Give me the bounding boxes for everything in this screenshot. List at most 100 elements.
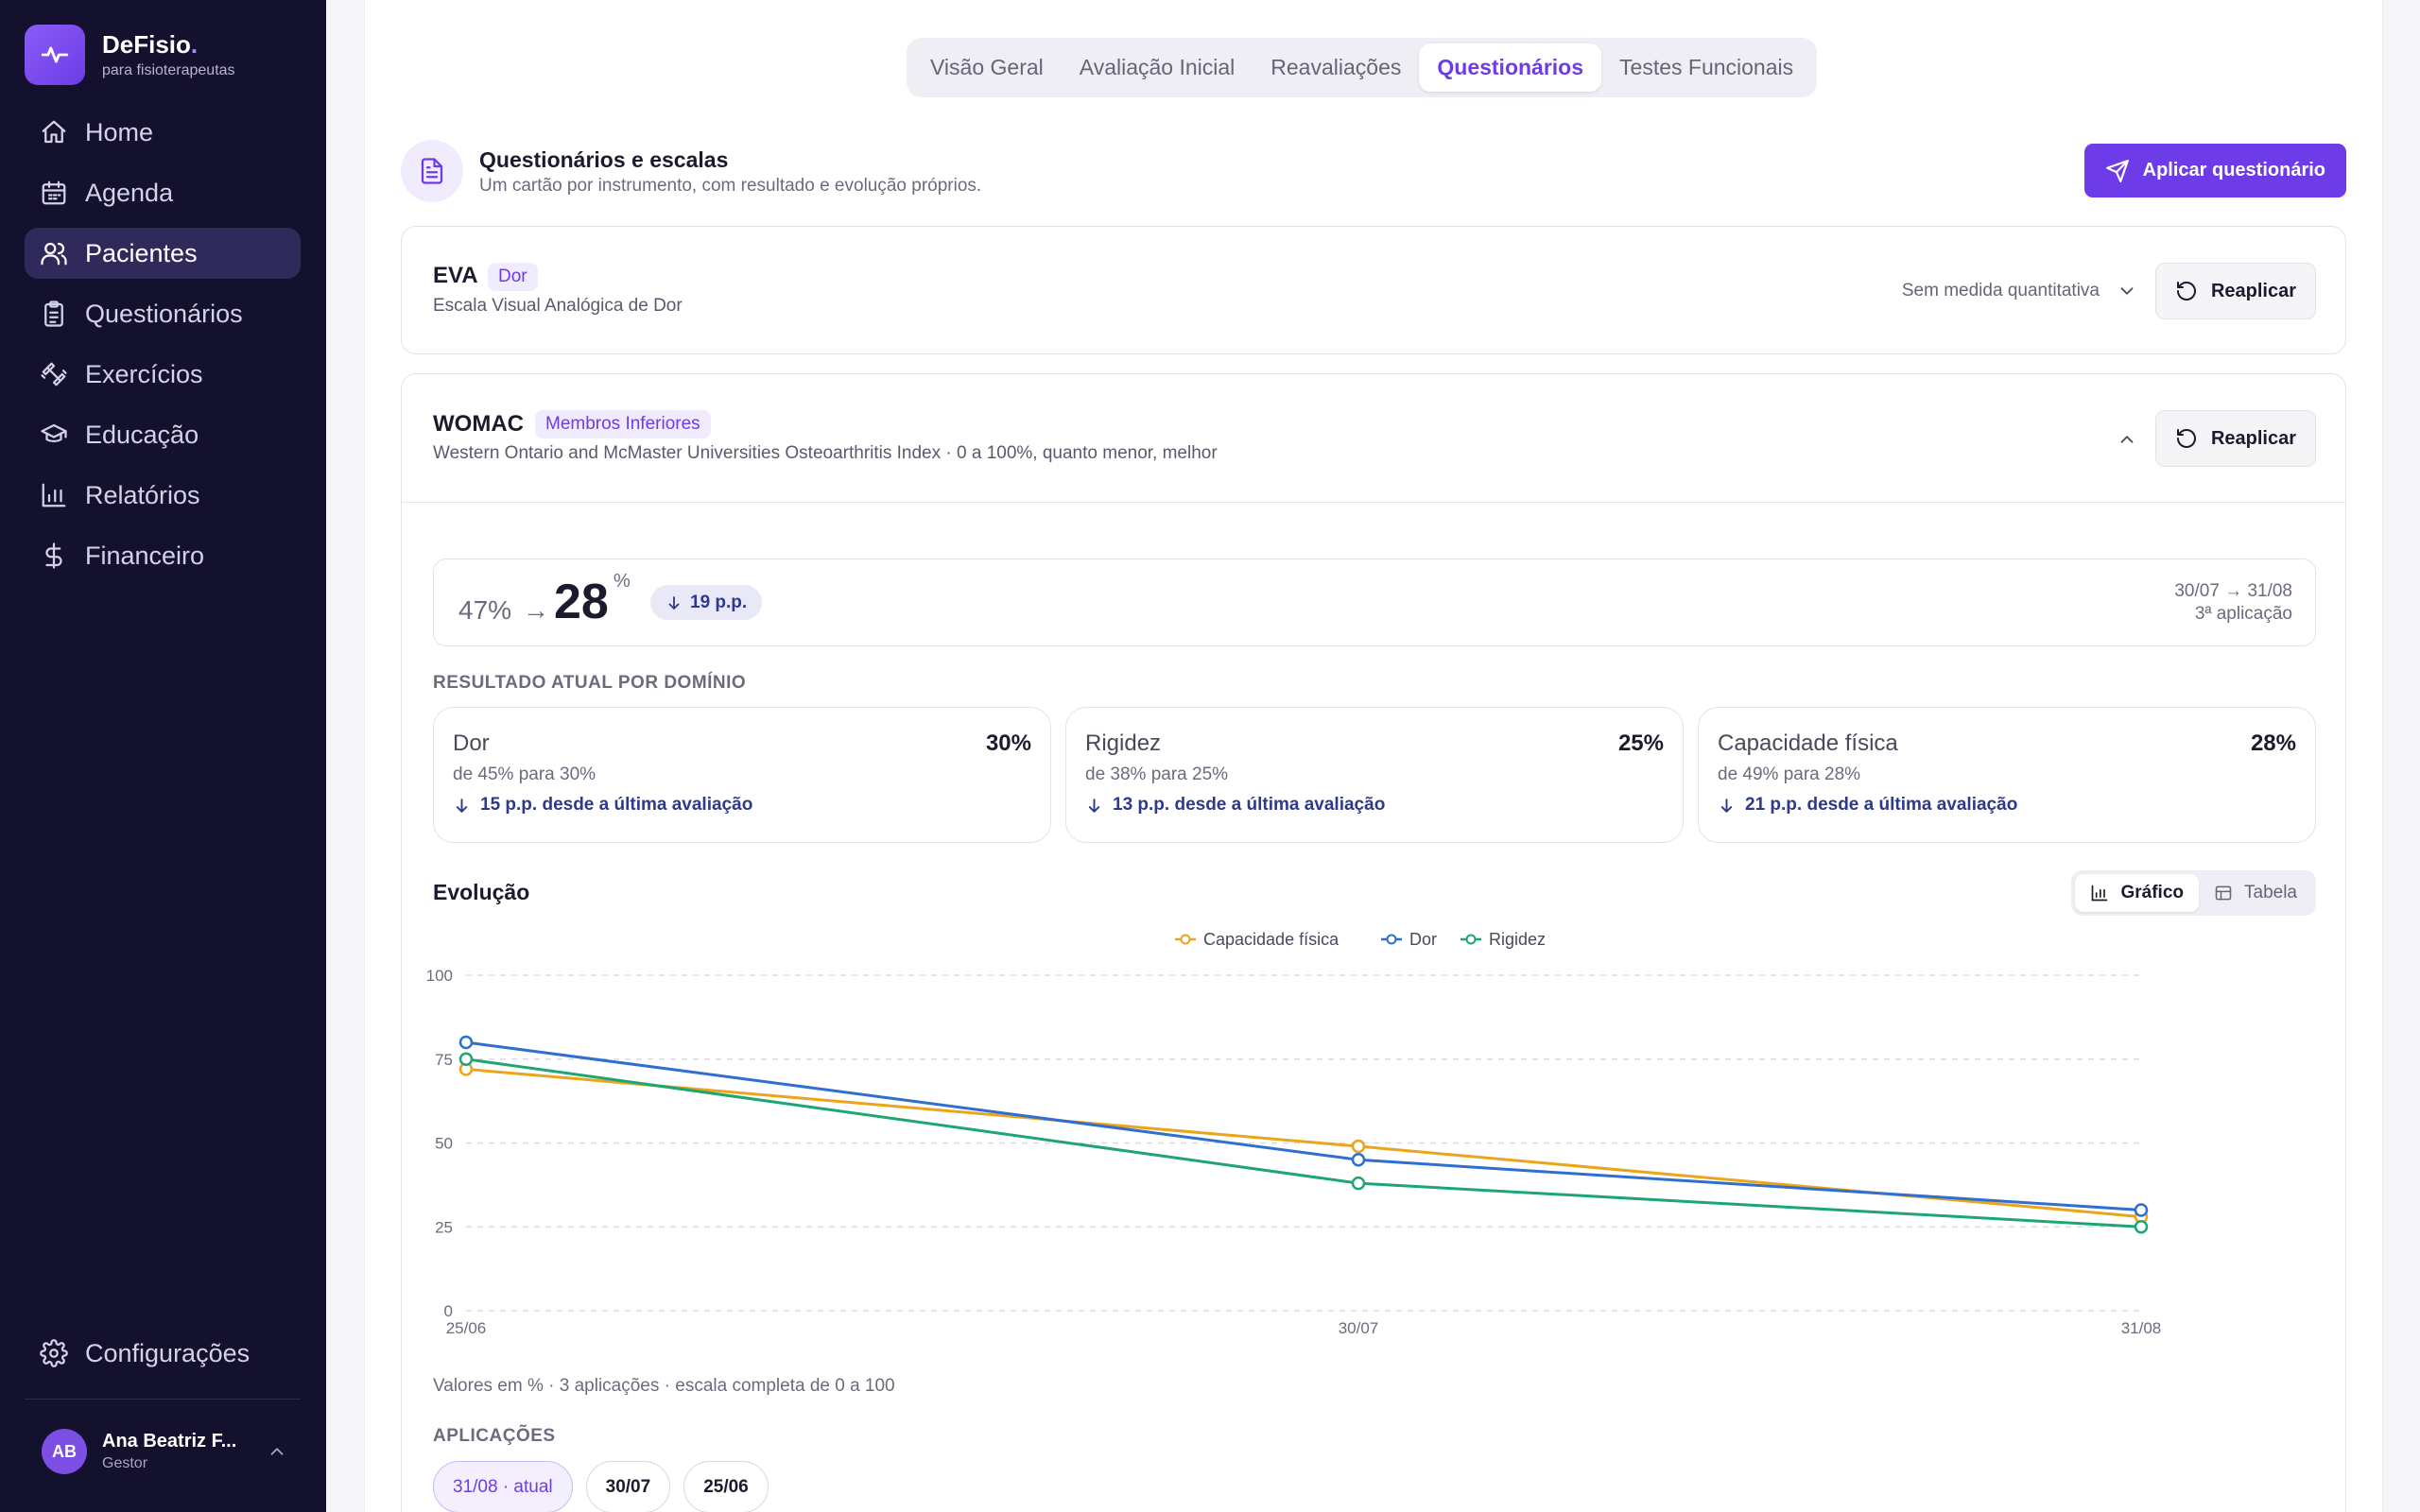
sidebar-item-configuracoes[interactable]: Configurações (25, 1328, 301, 1379)
tab-testes-funcionais[interactable]: Testes Funcionais (1619, 55, 1794, 79)
brand[interactable]: DeFisio. para fisioterapeutas (25, 25, 235, 85)
sidebar-item-agenda[interactable]: Agenda (25, 167, 301, 218)
legend-marker (1386, 934, 1397, 945)
series-line (465, 1040, 2142, 1211)
eva-card: EVA Dor Escala Visual Analógica de Dor S… (401, 226, 2346, 354)
view-chart-label: Gráfico (2120, 883, 2184, 902)
view-toggle: Gráfico Tabela (2071, 870, 2316, 916)
score-summary: 47% → 28 % 19 p.p. 30/07 → 31/08 3ª apli… (433, 558, 2316, 646)
womac-name: WOMAC (433, 411, 524, 437)
domains-label: RESULTADO ATUAL POR DOMÍNIO (433, 673, 747, 693)
womac-card: WOMAC Membros Inferiores Western Ontario… (401, 373, 2346, 1512)
domain-change: de 45% para 30% (453, 765, 596, 784)
section-subtitle: Um cartão por instrumento, com resultado… (479, 176, 982, 196)
patient-tabs: Visão Geral Avaliação Inicial Reavaliações… (907, 38, 1818, 97)
domain-delta: 13 p.p. desde a última avaliação (1085, 795, 1385, 816)
score-current: 28 (554, 575, 609, 629)
domain-value: 28% (2250, 730, 2296, 756)
eva-name: EVA (433, 263, 478, 288)
tab-avaliacao-inicial[interactable]: Avaliação Inicial (1079, 55, 1236, 79)
womac-reapply-button[interactable]: Reaplicar (2154, 410, 2316, 467)
sidebar-item-pacientes[interactable]: Pacientes (25, 228, 301, 279)
chart-note: Valores em % · 3 aplicações · escala com… (433, 1376, 895, 1396)
data-point (1351, 1139, 1366, 1154)
section-header: Questionários e escalas Um cartão por in… (401, 140, 2346, 202)
score-date-range: 30/07 → 31/08 (2174, 581, 2292, 601)
sidebar-item-financeiro[interactable]: Financeiro (25, 530, 301, 581)
domain-name: Dor (453, 730, 490, 756)
section-title: Questionários e escalas (479, 147, 729, 172)
tab-reavaliacoes[interactable]: Reavaliações (1270, 55, 1402, 79)
view-table-button[interactable]: Tabela (2199, 874, 2312, 912)
sidebar-item-label: Agenda (85, 178, 174, 207)
user-name: Ana Beatriz F... (102, 1431, 237, 1452)
domain-value: 30% (985, 730, 1031, 756)
tab-visao-geral[interactable]: Visão Geral (930, 55, 1044, 79)
arrow-down-icon (1088, 798, 1100, 813)
users-icon (41, 242, 67, 266)
domain-change: de 49% para 28% (1718, 765, 1861, 784)
sidebar-item-questionarios[interactable]: Questionários (25, 288, 301, 339)
arrow-down-icon (1720, 798, 1733, 813)
sidebar-item-exercicios[interactable]: Exercícios (25, 349, 301, 400)
sidebar-item-label: Financeiro (85, 541, 205, 570)
domain-delta-label: 21 p.p. desde a última avaliação (1745, 795, 2018, 815)
rotate-ccw-icon (2176, 282, 2196, 301)
data-point (2134, 1203, 2149, 1217)
domain-card: Dor 30% de 45% para 30% 15 p.p. desde a últ… (433, 707, 1051, 843)
view-chart-button[interactable]: Gráfico (2075, 874, 2199, 912)
collapse-chevron-up-icon[interactable] (2117, 429, 2137, 450)
womac-tag: Membros Inferiores (535, 410, 711, 438)
bar-chart-icon (42, 483, 66, 507)
dollar-icon (45, 542, 62, 569)
score-from: 47% (458, 595, 512, 625)
application-pill[interactable]: 25/06 (683, 1461, 769, 1512)
sidebar: DeFisio. para fisioterapeutas Home Agenda… (0, 0, 326, 1512)
sidebar-item-home[interactable]: Home (25, 107, 301, 158)
data-point (1351, 1153, 1366, 1167)
score-unit: % (614, 571, 631, 592)
eva-expand-toggle[interactable]: Sem medida quantitativa (1902, 281, 2137, 301)
sidebar-item-label: Questionários (85, 299, 243, 328)
pulse-logo-icon (25, 25, 85, 85)
sidebar-item-relatorios[interactable]: Relatórios (25, 470, 301, 521)
table-icon (2215, 885, 2232, 901)
user-role: Gestor (102, 1455, 148, 1471)
eva-status: Sem medida quantitativa (1901, 281, 2100, 301)
domain-delta-label: 13 p.p. desde a última avaliação (1113, 795, 1386, 815)
sidebar-item-label: Exercícios (85, 359, 203, 388)
y-tick-label: 0 (444, 1302, 453, 1320)
eva-reapply-label: Reaplicar (2210, 280, 2296, 301)
womac-reapply-label: Reaplicar (2210, 427, 2296, 449)
sidebar-item-educacao[interactable]: Educação (25, 409, 301, 460)
score-arrow: → (523, 595, 549, 625)
graduation-cap-icon (41, 423, 67, 442)
eva-reapply-button[interactable]: Reaplicar (2154, 263, 2316, 319)
avatar: AB (42, 1429, 87, 1474)
brand-subtitle: para fisioterapeutas (102, 62, 235, 78)
eva-tag: Dor (488, 263, 538, 291)
legend-label: Rigidez (1489, 930, 1546, 949)
sidebar-item-label: Educação (85, 420, 199, 449)
x-tick-label: 30/07 (1339, 1319, 1379, 1337)
apply-questionnaire-button[interactable]: Aplicar questionário (2083, 144, 2346, 198)
application-pill[interactable]: 31/08 · atual (433, 1461, 573, 1512)
y-tick-label: 75 (435, 1051, 453, 1069)
bar-chart-icon (2092, 885, 2108, 902)
data-point (458, 1035, 474, 1050)
sidebar-divider (25, 1399, 301, 1400)
arrow-down-icon (456, 798, 468, 813)
send-icon (2105, 159, 2129, 182)
eva-description: Escala Visual Analógica de Dor (433, 296, 683, 316)
applications-list: 31/08 · atual 30/07 25/06 (433, 1461, 782, 1512)
evolution-title: Evolução (433, 880, 530, 904)
document-icon (401, 140, 463, 202)
chevron-up-icon (270, 1448, 284, 1455)
user-menu[interactable]: AB Ana Beatriz F... Gestor (42, 1426, 287, 1477)
data-point (458, 1052, 474, 1066)
x-tick-label: 25/06 (446, 1319, 487, 1337)
application-pill[interactable]: 30/07 (585, 1461, 671, 1512)
x-tick-label: 31/08 (2121, 1319, 2162, 1337)
tab-questionarios[interactable]: Questionários (1419, 43, 1602, 92)
score-application: 3ª aplicação (2194, 604, 2292, 624)
